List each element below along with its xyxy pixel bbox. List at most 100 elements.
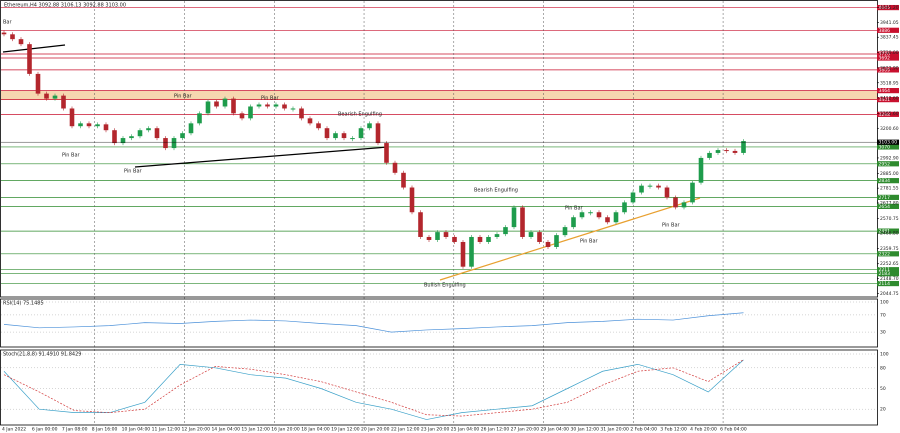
candle xyxy=(520,207,525,237)
candle xyxy=(78,123,83,127)
level-label: 2717 xyxy=(879,195,891,201)
candle xyxy=(197,113,202,124)
level-label: 3401 xyxy=(879,97,891,103)
annotation: Pin Bar xyxy=(662,223,681,229)
candle xyxy=(222,98,228,107)
candle xyxy=(1,32,7,35)
y-tick-label: 2885.00 xyxy=(880,171,899,177)
x-tick-label: 23 Jan 20:00 xyxy=(421,427,450,433)
candle xyxy=(180,133,185,139)
candle xyxy=(10,34,15,40)
candle xyxy=(460,241,466,267)
annotation: Pin Bar xyxy=(124,169,143,175)
level-label-box xyxy=(877,280,899,287)
candle xyxy=(392,162,398,173)
candle xyxy=(316,123,321,129)
candle xyxy=(503,227,508,235)
candle xyxy=(265,104,270,107)
level-label: 3298 xyxy=(879,112,891,118)
candle xyxy=(562,227,568,236)
y-tick-label: 3941.05 xyxy=(880,20,899,26)
level-label: 2834 xyxy=(879,178,891,184)
candle xyxy=(137,130,143,137)
candle xyxy=(545,241,551,247)
annotation: Bearish Engulfing xyxy=(474,188,518,194)
x-tick-label: 4 Jan 2022 xyxy=(2,427,26,433)
level-label-box xyxy=(877,161,899,167)
candle xyxy=(146,128,151,131)
x-tick-label: 19 Jan 12:00 xyxy=(331,427,360,433)
last-price-box xyxy=(877,139,899,145)
level-label: 3464 xyxy=(879,88,891,94)
indicator-line xyxy=(3,359,744,420)
candle xyxy=(613,212,619,223)
candle xyxy=(715,150,721,153)
candle xyxy=(384,143,389,163)
y-tick-label: 3200.60 xyxy=(880,126,899,132)
level-label-box xyxy=(877,194,899,200)
x-tick-label: 6 Jan 00:00 xyxy=(32,427,58,433)
candle xyxy=(324,128,330,139)
candle xyxy=(341,133,347,139)
candle xyxy=(741,141,746,153)
candle xyxy=(511,207,517,228)
candle xyxy=(367,123,372,129)
level-label: 3609 xyxy=(879,67,891,73)
candle xyxy=(358,128,364,139)
level-label: 4045 xyxy=(879,5,891,11)
y-tick-label: 3518.95 xyxy=(880,80,899,86)
candle xyxy=(86,123,92,127)
y-tick-label: 2992.90 xyxy=(880,155,899,161)
level-label-box xyxy=(877,4,899,11)
x-tick-label: 3 Feb 12:00 xyxy=(660,427,687,433)
y-tick-label: 3305.60 xyxy=(880,111,899,117)
candle xyxy=(95,124,100,127)
level-label-box xyxy=(877,51,899,57)
candle xyxy=(443,232,449,237)
annotation: Bullish Engulfing xyxy=(424,283,466,289)
level-label: 3886 xyxy=(879,28,891,34)
candle xyxy=(409,187,415,213)
chart-title: Ethereum,H4 3092.88 3106.13 3092.88 3103… xyxy=(4,3,126,9)
level-label-box xyxy=(877,97,899,103)
level-label-box xyxy=(877,228,899,234)
trend-line xyxy=(439,197,701,281)
indicator-tick-label: 30 xyxy=(880,330,886,336)
candle xyxy=(537,232,542,242)
candle xyxy=(171,138,177,149)
x-tick-label: 26 Jan 12:00 xyxy=(481,427,510,433)
level-label: 3720 xyxy=(879,52,891,58)
x-tick-label: 6 Feb 04:00 xyxy=(720,427,747,433)
candle xyxy=(273,104,279,107)
candle xyxy=(426,236,432,240)
candle xyxy=(707,152,712,158)
candle xyxy=(120,138,126,144)
candle xyxy=(290,108,296,110)
candle xyxy=(698,157,704,183)
x-tick-label: 11 Jan 12:00 xyxy=(152,427,181,433)
x-tick-label: 27 Jan 20:00 xyxy=(511,427,540,433)
level-label-box xyxy=(877,251,899,257)
candle xyxy=(188,123,194,134)
y-tick-label: 3622.90 xyxy=(880,65,899,71)
candle xyxy=(154,128,160,139)
y-tick-label: 2466.80 xyxy=(880,231,899,237)
annotation: Pin Bar xyxy=(174,94,193,100)
trend-line xyxy=(134,146,389,168)
candle xyxy=(639,185,644,193)
stoch-title: Stoch(21,8,8) 91.4910 91.8429 xyxy=(3,352,81,358)
candle xyxy=(469,236,474,267)
x-tick-label: 2 Feb 04:00 xyxy=(630,427,657,433)
level-label: 2211 xyxy=(879,267,891,273)
x-tick-label: 4 Feb 20:00 xyxy=(690,427,717,433)
annotation: Bar xyxy=(3,20,12,26)
candle xyxy=(350,138,355,140)
candle xyxy=(333,133,338,139)
x-tick-label: 18 Jan 04:00 xyxy=(301,427,330,433)
candle xyxy=(690,182,695,203)
x-tick-label: 30 Jan 12:00 xyxy=(570,427,599,433)
level-label: 2654 xyxy=(879,204,891,210)
candle xyxy=(656,185,661,188)
